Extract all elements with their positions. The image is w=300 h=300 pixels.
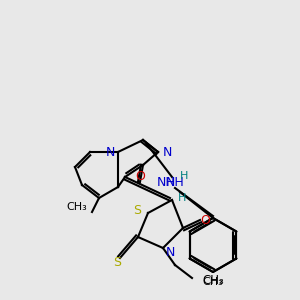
Text: O: O xyxy=(200,214,210,226)
Text: NH: NH xyxy=(166,176,184,188)
Text: CH₃: CH₃ xyxy=(66,202,87,212)
Text: S: S xyxy=(113,256,121,269)
Text: H: H xyxy=(180,171,188,181)
Text: N: N xyxy=(166,247,175,260)
Text: S: S xyxy=(133,203,141,217)
Text: O: O xyxy=(135,170,145,184)
Text: H: H xyxy=(178,193,186,203)
Text: N: N xyxy=(163,146,172,158)
Text: N: N xyxy=(106,146,115,158)
Text: CH₃: CH₃ xyxy=(202,274,224,287)
Text: CH₃: CH₃ xyxy=(202,277,224,287)
Text: NH: NH xyxy=(156,176,175,188)
